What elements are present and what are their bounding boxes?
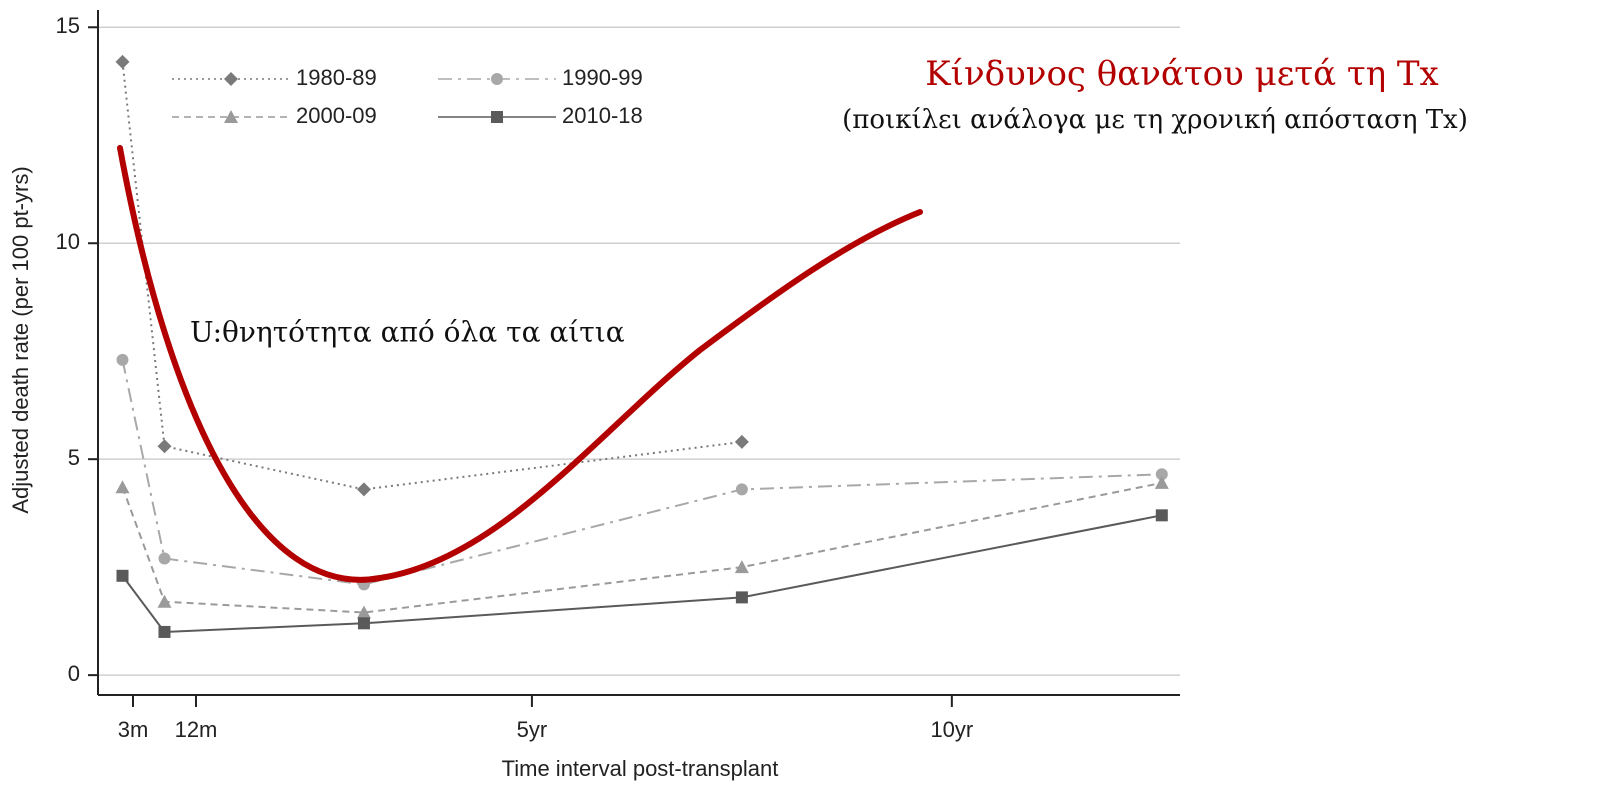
chart-title: Κίνδυνος θανάτου μετά τη Tx xyxy=(925,54,1438,94)
marker xyxy=(116,353,129,366)
marker xyxy=(356,605,371,619)
marker xyxy=(1155,468,1168,481)
legend-label: 2010-18 xyxy=(562,103,643,128)
x-axis-label: Time interval post-transplant xyxy=(502,756,779,781)
marker xyxy=(115,54,130,69)
marker xyxy=(1155,509,1168,522)
legend-marker xyxy=(491,73,503,85)
y-tick-label: 15 xyxy=(56,13,80,38)
u-curve xyxy=(117,145,923,583)
marker xyxy=(357,617,370,630)
x-tick-label: 10yr xyxy=(930,717,973,742)
marker xyxy=(735,591,748,604)
y-axis-label: Adjusted death rate (per 100 pt-yrs) xyxy=(8,166,33,513)
marker xyxy=(157,594,172,608)
legend-label: 1980-89 xyxy=(296,65,377,90)
x-tick-label: 12m xyxy=(175,717,218,742)
x-tick-label: 3m xyxy=(118,717,149,742)
marker xyxy=(157,439,172,454)
chart-subtitle: (ποικίλει ανάλογα με τη χρονική απόσταση… xyxy=(842,105,1468,135)
marker xyxy=(158,552,171,565)
legend-label: 2000-09 xyxy=(296,103,377,128)
y-tick-label: 5 xyxy=(68,445,80,470)
marker xyxy=(734,434,749,449)
annotation: U:θνητότητα από όλα τα αίτια xyxy=(190,316,625,349)
marker xyxy=(735,483,748,496)
y-tick-label: 10 xyxy=(56,229,80,254)
y-tick-label: 0 xyxy=(68,661,80,686)
marker xyxy=(116,569,129,582)
marker xyxy=(1154,475,1169,489)
legend-label: 1990-99 xyxy=(562,65,643,90)
series-line xyxy=(121,514,1162,633)
legend-marker xyxy=(224,110,238,123)
marker xyxy=(356,482,371,497)
series-line xyxy=(121,359,1162,586)
legend-marker xyxy=(224,72,238,86)
series-line xyxy=(121,481,1162,614)
marker xyxy=(115,480,130,494)
legend-marker xyxy=(491,111,503,123)
marker xyxy=(734,560,749,574)
marker xyxy=(158,625,171,638)
x-tick-label: 5yr xyxy=(517,717,548,742)
series-line xyxy=(121,61,743,491)
